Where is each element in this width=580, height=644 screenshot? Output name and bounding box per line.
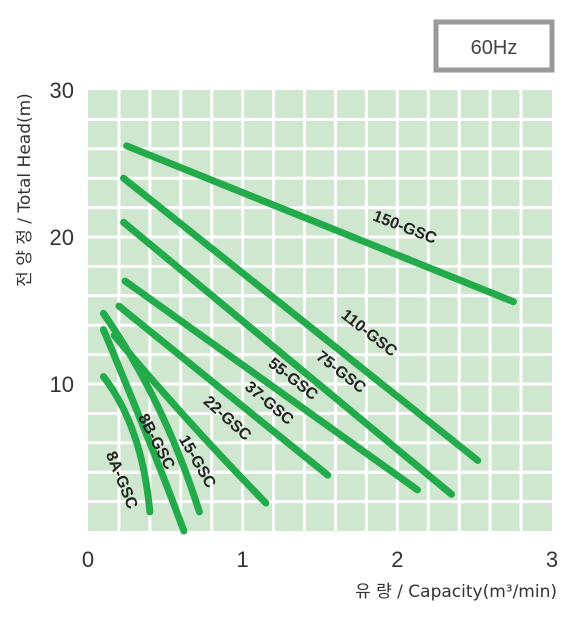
curve-8b-gsc (99, 326, 188, 535)
axis-ticks: 0 1 2 3 10 20 30 (50, 78, 559, 572)
y-tick-label: 30 (50, 78, 74, 103)
x-tick-label: 3 (546, 547, 558, 572)
grid (88, 90, 552, 531)
curve-110-gsc (120, 174, 482, 464)
y-tick-label: 10 (50, 372, 74, 397)
x-axis-label: 유 량 / Capacity(m³/min) (355, 582, 557, 602)
frequency-badge-text: 60Hz (471, 37, 518, 59)
frequency-badge (433, 19, 555, 73)
curve-75-gsc (120, 218, 455, 498)
curve-55-gsc (121, 277, 421, 494)
x-tick-label: 1 (237, 547, 249, 572)
y-tick-label: 20 (50, 225, 74, 250)
x-tick-label: 0 (82, 547, 94, 572)
y-axis-label: 전 양 정 / Total Head(m) (15, 93, 35, 287)
x-tick-label: 2 (391, 547, 403, 572)
performance-curves (99, 142, 517, 535)
curve-15-gsc (99, 309, 203, 516)
curve-150-gsc (123, 142, 517, 306)
curve-37-gsc (115, 302, 332, 479)
curve-8a-gsc (99, 373, 154, 516)
